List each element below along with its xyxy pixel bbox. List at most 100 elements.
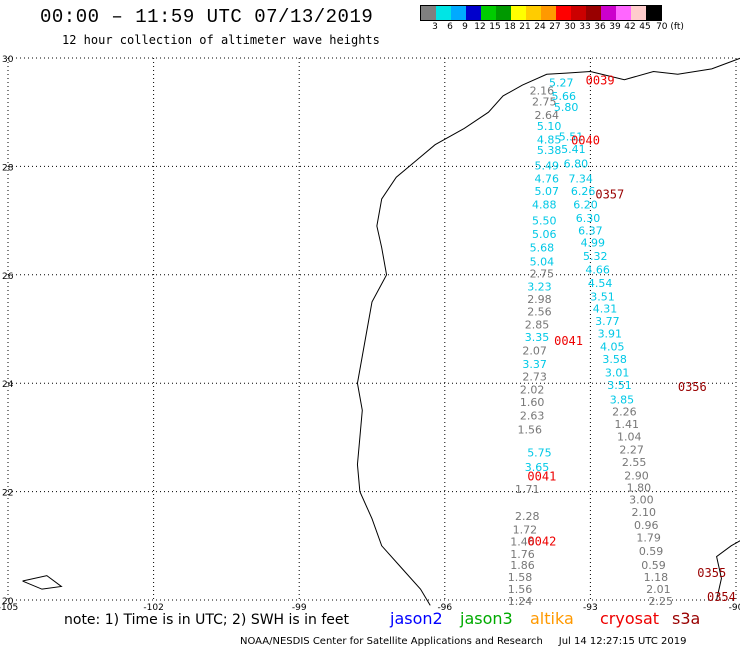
swh-value-label: 1.72 [513, 524, 538, 537]
swh-value-label: 4.31 [593, 302, 618, 315]
swh-value-label: 5.80 [554, 101, 579, 114]
swh-value-label: 0.59 [639, 545, 664, 558]
swh-value-label: 1.58 [508, 571, 533, 584]
swh-value-label: 1.80 [627, 481, 652, 494]
colorbar-cell [556, 6, 571, 20]
swh-value-label: 1.24 [508, 595, 533, 608]
swh-value-label: 1.60 [520, 396, 545, 409]
swh-value-label: 3.91 [598, 327, 623, 340]
swh-value-label: 2.55 [622, 456, 647, 469]
colorbar-cell [496, 6, 511, 20]
colorbar-label: 6 [447, 22, 453, 32]
swh-value-label: 5.51 [559, 131, 584, 144]
lat-tick-label: 28 [2, 163, 14, 173]
inland-lake [22, 575, 63, 590]
pass-time-label: 0355 [697, 566, 726, 580]
swh-value-label: 6.37 [578, 224, 603, 237]
colorbar-cell [646, 6, 661, 20]
swh-value-label: 2.28 [515, 510, 540, 523]
lat-lon-grid [7, 57, 737, 601]
coastline [22, 57, 740, 606]
swh-value-label: 3.00 [629, 494, 654, 507]
colorbar-label: 70 (ft) [656, 22, 684, 32]
lat-tick-label: 22 [2, 489, 13, 499]
swh-value-label: 1.86 [510, 559, 535, 572]
colorbar-cell [511, 6, 526, 20]
mainland-coastline [356, 57, 740, 606]
map-title: 00:00 – 11:59 UTC 07/13/2019 [40, 6, 374, 28]
swh-value-label: 2.10 [632, 506, 657, 519]
swh-value-label: 2.98 [527, 293, 552, 306]
swh-value-label: 5.38 [537, 144, 562, 157]
swh-value-label: 1.41 [615, 418, 640, 431]
colorbar-label: 36 [594, 22, 606, 32]
map-subtitle: 12 hour collection of altimeter wave hei… [62, 33, 380, 47]
swh-value-label: 1.79 [636, 532, 661, 545]
colorbar-label: 42 [624, 22, 636, 32]
swh-value-label: 3.51 [590, 290, 615, 303]
legend-jason2: jason2 [390, 609, 443, 628]
lat-tick-label: 24 [2, 380, 14, 390]
swh-value-label: 2.16 [530, 85, 555, 98]
swh-value-label: 1.56 [508, 583, 533, 596]
pass-time-labels: 0039 0040 0357 0041 0356 0041 0042 0355 0354 [527, 74, 735, 605]
swh-value-label: 2.64 [534, 109, 559, 122]
swh-value-label: 3.58 [602, 353, 627, 366]
swh-value-label: 3.65 [525, 461, 550, 474]
colorbar-label: 12 [474, 22, 486, 32]
swh-value-label: 3.37 [522, 358, 547, 371]
swh-value-label: 5.49 [534, 159, 559, 172]
pass-time-label: 0354 [707, 590, 736, 604]
swh-value-label: 3.51 [607, 379, 632, 392]
colorbar-label: 21 [519, 22, 531, 32]
swh-value-label: 1.46 [510, 535, 535, 548]
legend-s3a: s3a [672, 609, 701, 628]
lon-tick-label: -93 [583, 603, 598, 613]
pass-time-label: 0041 [527, 469, 556, 483]
colorbar-cell [436, 6, 451, 20]
swh-value-label: 2.02 [520, 384, 545, 397]
swh-value-label: 5.07 [534, 185, 559, 198]
swh-value-label: 2.27 [619, 443, 644, 456]
pass-time-label: 0040 [571, 133, 600, 147]
swh-value-label: 5.50 [532, 215, 557, 228]
swh-value-label: 5.10 [537, 120, 562, 133]
wave-height-tracks: 2.162.752.645.104.855.385.494.765.074.88… [508, 76, 673, 608]
swh-value-label: 5.75 [527, 447, 552, 460]
swh-value-label: 5.32 [583, 250, 608, 263]
swh-value-label: 1.04 [617, 430, 642, 443]
pass-time-label: 0357 [595, 188, 624, 202]
pass-time-label: 0042 [527, 534, 556, 548]
swh-value-label: 5.41 [561, 143, 586, 156]
swh-value-label: 1.56 [517, 423, 542, 436]
swh-value-label: 6.80 [564, 158, 589, 171]
colorbar-cell [421, 6, 436, 20]
colorbar-labels: 3 6 9 12 15 18 21 24 27 30 33 36 39 42 45 70 (ft) [420, 22, 740, 34]
swh-value-label: 2.01 [646, 583, 671, 596]
swh-value-label: 1.76 [510, 548, 535, 561]
wave-height-colorbar [420, 5, 662, 21]
colorbar-cell [451, 6, 466, 20]
swh-value-label: 1.71 [515, 483, 540, 496]
yucatan-coastline [716, 540, 740, 601]
swh-value-label: 2.85 [525, 319, 550, 332]
swh-value-label: 4.88 [532, 198, 557, 211]
footer-note: note: 1) Time is in UTC; 2) SWH is in fe… [64, 612, 350, 628]
swh-value-label: 0.96 [634, 519, 659, 532]
colorbar-label: 9 [462, 22, 468, 32]
swh-value-label: 3.01 [605, 366, 630, 379]
legend-altika: altika [530, 609, 574, 628]
swh-value-label: 3.77 [595, 315, 620, 328]
swh-value-label: 2.75 [532, 95, 557, 108]
legend-cryosat: cryosat [600, 609, 660, 628]
swh-value-label: 3.85 [610, 393, 635, 406]
credit-line: NOAA/NESDIS Center for Satellite Applica… [240, 636, 687, 647]
swh-value-label: 2.63 [520, 410, 545, 423]
colorbar-label: 15 [489, 22, 501, 32]
colorbar-label: 30 [564, 22, 576, 32]
swh-value-label: 6.20 [573, 198, 598, 211]
lat-tick-label: 26 [2, 272, 14, 282]
colorbar-cell [466, 6, 481, 20]
lon-tick-label: -102 [143, 603, 163, 613]
swh-value-label: 4.66 [585, 263, 610, 276]
